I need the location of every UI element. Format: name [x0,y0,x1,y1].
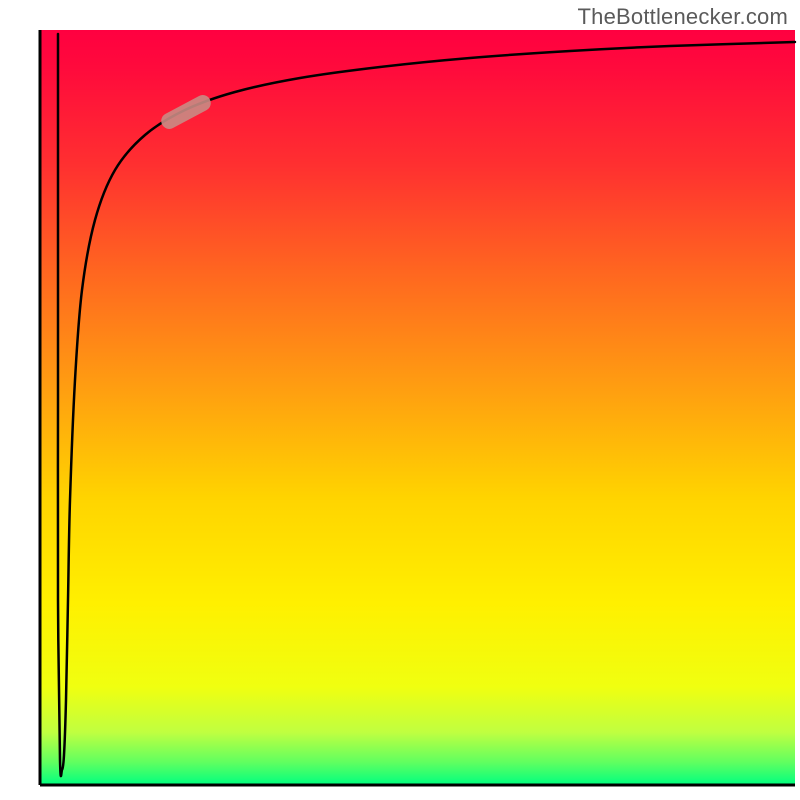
bottleneck-chart: TheBottlenecker.com [0,0,800,800]
chart-svg [0,0,800,800]
plot-background [40,30,795,785]
